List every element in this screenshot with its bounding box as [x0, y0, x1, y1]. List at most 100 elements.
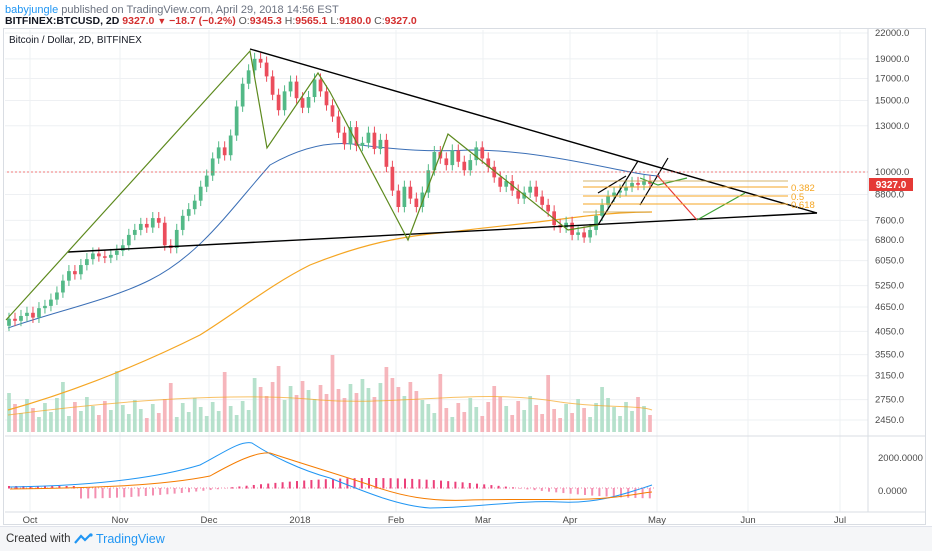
volume-bar	[270, 382, 275, 432]
macd-histogram-bar	[634, 488, 637, 498]
candle-body	[588, 229, 592, 238]
candle-body	[25, 312, 29, 316]
ma-blue-line	[7, 143, 661, 329]
macd-histogram-bar	[36, 486, 39, 489]
volume-bar	[414, 391, 419, 432]
macd-histogram-bar	[339, 478, 342, 489]
down-arrow-icon: ▼	[157, 16, 167, 26]
y-tick-label: 4050.0	[875, 326, 904, 337]
volume-bar	[552, 409, 557, 432]
volume-bar	[420, 400, 425, 432]
moving-averages	[7, 143, 661, 416]
volume-bar	[144, 418, 149, 432]
macd-histogram-bar	[22, 486, 25, 489]
candle-body	[324, 91, 329, 106]
candle-body	[49, 299, 53, 306]
candle-body	[192, 200, 197, 210]
volume-bar	[210, 402, 215, 432]
macd-histogram-bar	[252, 484, 255, 489]
projection-green-2	[696, 192, 746, 221]
volume-bar	[318, 385, 323, 432]
macd-histogram-bar	[245, 485, 248, 489]
macd-histogram-bar	[80, 488, 82, 499]
macd-histogram-bar	[555, 488, 558, 493]
macd-histogram-bar	[360, 478, 363, 489]
volume-bar	[282, 400, 287, 432]
macd-histogram-bar	[288, 481, 291, 489]
wave-zigzag	[5, 49, 599, 321]
projection-green-1	[639, 177, 688, 186]
candle-body	[564, 222, 568, 228]
volume-bars	[7, 355, 652, 432]
volume-bar	[468, 398, 473, 432]
volume-bar	[540, 414, 545, 432]
candle-body	[204, 175, 209, 187]
macd-histogram-bar	[562, 488, 565, 494]
macd-histogram-bar	[188, 488, 190, 493]
macd-histogram-bar	[260, 484, 262, 489]
volume-bar	[180, 403, 185, 432]
macd-histogram-bar	[44, 486, 46, 489]
candle-body	[540, 196, 545, 205]
macd-histogram-bar	[648, 488, 651, 499]
candle-body	[504, 181, 509, 187]
candle-body	[252, 58, 257, 71]
candle-body	[150, 218, 155, 228]
volume-bar	[186, 412, 191, 432]
candle-body	[330, 105, 335, 117]
candle-body	[31, 312, 35, 318]
candle-body	[594, 215, 598, 230]
candle-body	[456, 150, 461, 162]
candle-body	[156, 218, 161, 223]
candle-body	[378, 139, 383, 149]
volume-bar	[306, 390, 311, 432]
macd-histogram-bar	[468, 482, 471, 489]
candle-body	[138, 223, 143, 230]
ma-orange-line	[7, 211, 653, 411]
macd-histogram-bar	[476, 483, 478, 489]
volume-bar	[570, 413, 574, 432]
volume-bar	[492, 386, 497, 432]
candle-body	[606, 196, 610, 205]
macd-histogram-bar	[224, 488, 226, 489]
x-tick-label: Nov	[112, 515, 129, 526]
candle-body	[642, 181, 646, 185]
volume-bar	[312, 399, 317, 432]
author-link[interactable]: babyjungle	[5, 4, 59, 16]
macd-line	[9, 442, 653, 509]
volume-bar	[528, 396, 533, 432]
x-tick-label: Jun	[740, 515, 755, 526]
candle-body	[13, 318, 17, 321]
volume-bar	[474, 407, 479, 432]
macd-histogram-bar	[65, 486, 68, 489]
candle-body	[144, 223, 149, 228]
candle-body	[300, 98, 305, 108]
tradingview-brand-link[interactable]: TradingView	[96, 532, 165, 546]
volume-bar	[396, 387, 401, 432]
macd-histogram-bar	[432, 480, 435, 489]
macd-histogram-bar	[274, 482, 277, 489]
volume-bar	[19, 413, 23, 432]
channel-line-3	[597, 175, 627, 194]
volume-bar	[192, 398, 197, 432]
macd-histogram-bar	[116, 488, 118, 498]
macd-histogram-bar	[591, 488, 594, 496]
candle-body	[582, 232, 586, 238]
candle-body	[55, 292, 59, 300]
candle-body	[108, 254, 113, 258]
x-tick-label: Jul	[834, 515, 846, 526]
volume-bar	[408, 382, 413, 432]
candle-body	[306, 97, 311, 108]
volume-bar	[390, 378, 395, 432]
volume-bar	[126, 414, 131, 432]
tradingview-logo-icon	[74, 533, 93, 544]
volume-bar	[576, 399, 580, 432]
volume-bar	[360, 379, 365, 432]
ma-volume-line	[7, 396, 653, 416]
volume-bar	[43, 403, 47, 432]
volume-bar	[450, 417, 455, 432]
candle-body	[468, 160, 473, 171]
candle-body	[612, 192, 616, 197]
macd-histogram-bar	[72, 486, 75, 489]
